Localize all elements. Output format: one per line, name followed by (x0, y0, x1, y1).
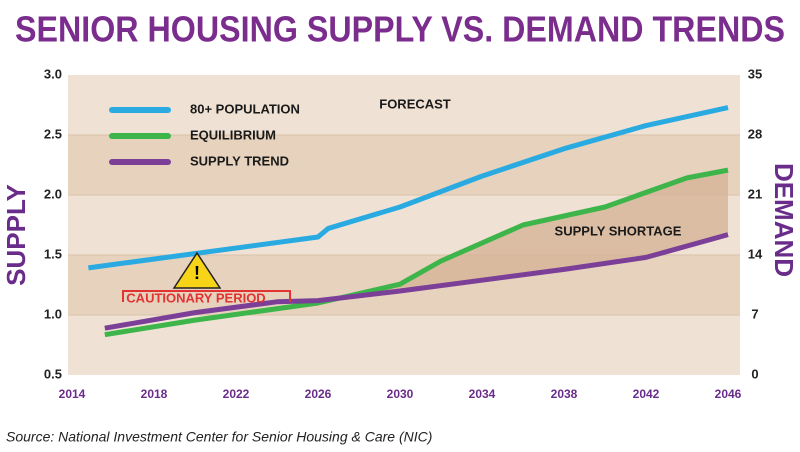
x-tick-label: 2046 (715, 387, 742, 401)
x-tick-label: 2022 (223, 387, 250, 401)
y-tick-label: 1.5 (44, 246, 62, 261)
band (68, 135, 740, 195)
x-tick-label: 2014 (59, 387, 86, 401)
line (104, 167, 729, 338)
warning-triangle (172, 251, 222, 289)
line (88, 105, 729, 271)
caution-icon: ! (122, 251, 291, 302)
legend-label: 80+ POPULATION (190, 101, 300, 116)
y-tick-label: 0.5 (44, 366, 62, 381)
y2-tick-label: 35 (748, 66, 762, 81)
x-tick-label: 2018 (141, 387, 168, 401)
legend-label: EQUILIBRIUM (190, 127, 276, 142)
y2-tick-label: 21 (748, 186, 762, 201)
annotation: FORECAST (379, 96, 451, 111)
x-tick-label: 2042 (633, 387, 660, 401)
y-tick-label: 2.5 (44, 126, 62, 141)
y2-tick-label: 7 (751, 306, 758, 321)
annotation: CAUTIONARY PERIOD (126, 290, 265, 305)
x-tick-label: 2038 (551, 387, 578, 401)
shortage-area (318, 170, 728, 303)
band (68, 75, 740, 135)
y2-tick-label: 0 (751, 366, 758, 381)
x-tick-label: 2034 (469, 387, 496, 401)
bracket (122, 290, 291, 302)
y2-tick-label: 28 (748, 126, 762, 141)
annotation: SUPPLY SHORTAGE (555, 223, 682, 238)
y-tick-label: 3.0 (44, 66, 62, 81)
y-axis-label: SUPPLY (1, 184, 31, 286)
x-tick-label: 2026 (305, 387, 332, 401)
source: Source: National Investment Center for S… (6, 429, 432, 445)
warning-mark: ! (194, 263, 200, 283)
line (104, 232, 729, 331)
y2-tick-label: 14 (748, 246, 763, 261)
legend-label: SUPPLY TREND (190, 153, 289, 168)
plot (88, 105, 729, 338)
y-tick-label: 1.0 (44, 306, 62, 321)
y2-axis-label: DEMAND (769, 163, 799, 277)
x-tick-label: 2030 (387, 387, 414, 401)
chart-title: SENIOR HOUSING SUPPLY VS. DEMAND TRENDS (15, 9, 785, 50)
y-tick-label: 2.0 (44, 186, 62, 201)
